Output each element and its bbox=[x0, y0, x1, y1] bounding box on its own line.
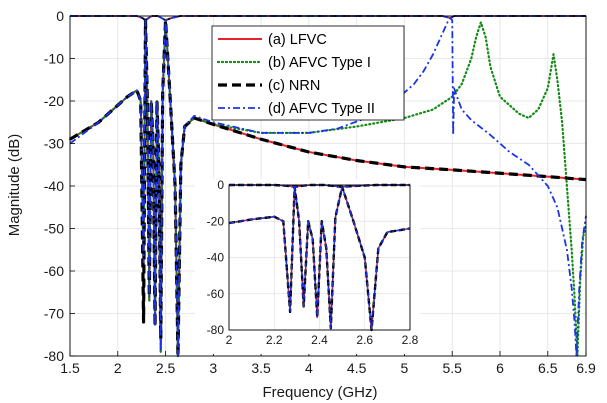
x-tick-label: 5 bbox=[401, 360, 409, 376]
inset-y-tick-label: 0 bbox=[217, 178, 224, 192]
series-line-3 bbox=[69, 17, 587, 357]
x-tick-label: 6.9 bbox=[576, 360, 596, 376]
inset-y-tick-label: -80 bbox=[207, 323, 225, 337]
x-tick-label: 2 bbox=[114, 360, 122, 376]
x-tick-label: 1.5 bbox=[60, 360, 80, 376]
y-tick-label: -40 bbox=[44, 178, 64, 194]
x-tick-label: 3 bbox=[209, 360, 217, 376]
legend-label: (a) LFVC bbox=[268, 32, 327, 48]
x-tick-label: 6 bbox=[496, 360, 504, 376]
x-axis-label: Frequency (GHz) bbox=[262, 384, 377, 401]
y-tick-label: -50 bbox=[44, 221, 64, 237]
inset-x-tick-label: 2 bbox=[226, 333, 233, 347]
legend-label: (d) AFVC Type II bbox=[268, 101, 375, 117]
inset-x-tick-label: 2.2 bbox=[266, 333, 283, 347]
y-tick-label: -70 bbox=[44, 306, 64, 322]
y-tick-label: -10 bbox=[44, 51, 64, 67]
inset-x-tick-label: 2.8 bbox=[402, 333, 419, 347]
inset-y-tick-label: -40 bbox=[207, 251, 225, 265]
y-axis-label: Magnitude (dB) bbox=[6, 134, 23, 237]
inset-background bbox=[195, 179, 420, 354]
y-tick-label: -60 bbox=[44, 263, 64, 279]
inset-frame bbox=[228, 184, 411, 331]
inset-y-tick-label: -60 bbox=[207, 287, 225, 301]
x-tick-label: 2.5 bbox=[156, 360, 176, 376]
legend-label: (b) AFVC Type I bbox=[268, 55, 371, 71]
inset-plot: 2 2.2 2.4 2.6 2.8 0 -20 -40 -60 -80 bbox=[195, 178, 420, 354]
x-tick-label: 4.5 bbox=[347, 360, 367, 376]
y-tick-label: -80 bbox=[44, 348, 64, 364]
y-tick-label: 0 bbox=[56, 8, 64, 24]
x-tick-label: 5.5 bbox=[442, 360, 462, 376]
legend: (a) LFVC (b) AFVC Type I (c) NRN (d) AFVC T… bbox=[211, 25, 405, 121]
inset-x-tick-label: 2.6 bbox=[356, 333, 373, 347]
y-tick-label: -30 bbox=[44, 136, 64, 152]
main-ticks: 1.5 2 2.5 3 3.5 4 4.5 5 5.5 6 6.5 6.9 0 -10 -20 -30 -40 -… bbox=[44, 8, 596, 376]
inset-series-line bbox=[228, 186, 411, 331]
legend-label: (c) NRN bbox=[268, 78, 320, 94]
legend-box bbox=[211, 25, 405, 121]
inset-x-tick-label: 2.4 bbox=[311, 333, 328, 347]
x-tick-label: 3.5 bbox=[251, 360, 271, 376]
y-tick-label: -20 bbox=[44, 93, 64, 109]
inset-ticks: 2 2.2 2.4 2.6 2.8 0 -20 -40 -60 -80 bbox=[207, 178, 419, 347]
inset-y-tick-label: -20 bbox=[207, 214, 225, 228]
x-tick-label: 4 bbox=[305, 360, 313, 376]
x-tick-label: 6.5 bbox=[538, 360, 558, 376]
inset-frame-box bbox=[228, 184, 411, 331]
